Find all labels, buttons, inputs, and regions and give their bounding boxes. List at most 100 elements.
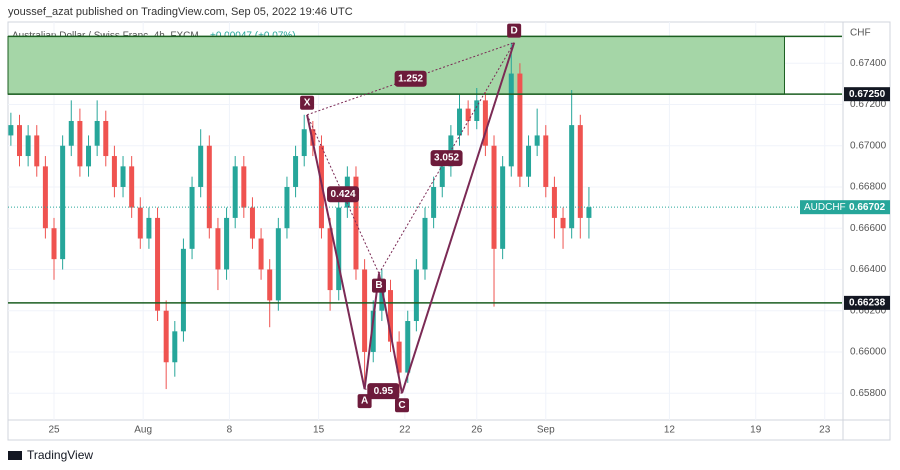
candle-body (180, 248, 186, 332)
candle-body (362, 269, 368, 352)
candle-body (551, 186, 557, 218)
x-tick-label: 22 (399, 425, 411, 436)
chart-frame (7, 21, 891, 441)
candle-body (232, 166, 238, 218)
candle-body (327, 228, 333, 291)
candle-body (336, 207, 342, 291)
candle-body (25, 135, 31, 157)
pattern-point-label: A (361, 396, 368, 407)
pattern-point-label: B (375, 280, 382, 291)
y-tick-label: 0.65800 (850, 388, 887, 399)
candle-body (120, 166, 126, 187)
candle-body (8, 125, 14, 136)
candle-body (405, 321, 411, 373)
candle-body (284, 186, 290, 229)
candle-body (353, 176, 359, 270)
candle-body (275, 228, 281, 301)
ratio-label: 1.252 (398, 73, 423, 84)
candle-body (508, 73, 514, 167)
y-tick-label: 0.67000 (850, 140, 887, 151)
y-tick-label: 0.66400 (850, 264, 887, 275)
candle-body (370, 310, 376, 352)
currency: CHF (850, 28, 871, 39)
ratio-box (327, 186, 360, 203)
candle-body (543, 135, 549, 187)
last-price-symbol: AUDCHF (804, 202, 846, 213)
y-tick-label: 0.67200 (850, 99, 887, 110)
last-price-label: 0.66702 (849, 202, 886, 213)
candle-body (491, 145, 497, 249)
candle-body (396, 341, 402, 373)
pattern-point-label: X (304, 97, 311, 108)
candle-body (301, 129, 307, 157)
candle-body (431, 186, 437, 218)
ratio-box (430, 150, 463, 167)
y-tick-label: 0.66200 (850, 305, 887, 316)
level-tag (844, 295, 890, 310)
footer-logo (8, 451, 22, 460)
candle-body (60, 145, 66, 260)
pattern-leg (363, 273, 380, 390)
candle-body (577, 125, 583, 218)
candle-body (224, 217, 230, 270)
candle-body (68, 120, 74, 146)
candle-body (206, 145, 212, 229)
last-price-tag (800, 200, 890, 215)
pattern-point-box (507, 23, 522, 38)
ratio-label: 0.424 (331, 189, 356, 200)
candle-body (146, 217, 152, 239)
ratio-box (394, 70, 427, 87)
candle-body (51, 228, 57, 260)
x-tick-label: 23 (819, 425, 831, 436)
y-tick-label: 0.66000 (850, 347, 887, 358)
candle-body (534, 135, 540, 146)
candle-body (163, 310, 169, 363)
candle-body (198, 145, 204, 187)
ratio-label: 0.95 (374, 386, 394, 397)
x-tick-label: 12 (664, 425, 676, 436)
pattern-leg (306, 114, 366, 390)
pattern-point-box (371, 278, 386, 293)
candle-body (387, 290, 393, 342)
candle-body (42, 166, 48, 229)
candle-body (517, 73, 523, 177)
pattern-ratio-line (306, 114, 380, 274)
candle-body (413, 269, 419, 322)
candle-body (215, 228, 221, 270)
y-tick-label: 0.66600 (850, 223, 887, 234)
candle-body (267, 269, 273, 301)
y-tick-label: 0.66800 (850, 182, 887, 193)
candle-body (569, 125, 575, 229)
ratio-label: 3.052 (434, 153, 459, 164)
candle-body (129, 166, 135, 208)
candle-body (155, 217, 161, 311)
x-tick-label: Aug (134, 425, 152, 436)
pattern-point-box (394, 398, 409, 413)
pattern-point-label: D (511, 25, 518, 36)
candle-body (111, 156, 117, 187)
level-tag (844, 87, 890, 102)
candle-body (172, 331, 178, 363)
candle-body (189, 186, 195, 249)
pattern-point-label: C (398, 400, 405, 411)
candle-body (482, 100, 488, 146)
candle-body (258, 238, 264, 270)
candle-body (249, 207, 255, 239)
x-tick-label: 25 (48, 425, 60, 436)
level-label: 0.66238 (849, 298, 886, 309)
candle-body (526, 145, 532, 177)
candle-body (86, 145, 92, 167)
pattern-point-box (357, 394, 372, 409)
candle-body (465, 108, 471, 121)
candle-body (17, 125, 23, 157)
footer-brand: TradingView (27, 448, 93, 462)
x-tick-label: 8 (227, 425, 233, 436)
candle-body (474, 100, 480, 121)
candle-body (586, 207, 592, 218)
candle-body (103, 120, 109, 157)
candle-body (241, 166, 247, 208)
candle-body (422, 217, 428, 270)
candle-body (379, 290, 385, 311)
x-tick-label: 26 (471, 425, 483, 436)
